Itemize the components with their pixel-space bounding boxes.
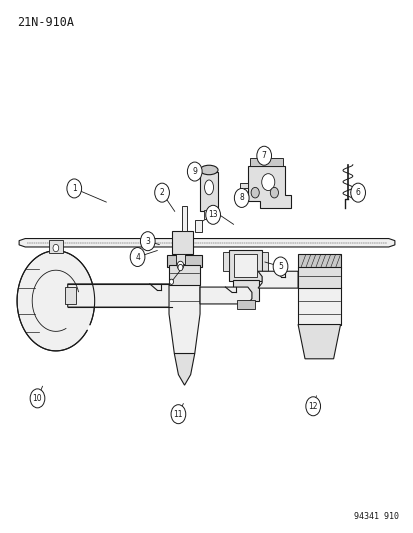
Circle shape <box>273 257 287 276</box>
Circle shape <box>256 146 271 165</box>
FancyBboxPatch shape <box>48 240 63 253</box>
Text: 4: 4 <box>135 253 140 262</box>
Circle shape <box>205 205 220 224</box>
Polygon shape <box>247 166 290 208</box>
Text: 94341 910: 94341 910 <box>353 512 398 521</box>
Polygon shape <box>239 183 247 193</box>
FancyBboxPatch shape <box>249 158 282 166</box>
Circle shape <box>234 189 249 207</box>
Polygon shape <box>174 353 194 385</box>
FancyBboxPatch shape <box>297 266 340 288</box>
FancyBboxPatch shape <box>172 231 192 254</box>
Text: 7: 7 <box>261 151 266 160</box>
Text: 12: 12 <box>308 402 317 411</box>
Circle shape <box>67 179 81 198</box>
Text: 8: 8 <box>239 193 244 203</box>
Text: 6: 6 <box>355 188 360 197</box>
Circle shape <box>270 188 278 198</box>
Circle shape <box>187 162 202 181</box>
Circle shape <box>140 232 155 251</box>
FancyBboxPatch shape <box>169 265 199 285</box>
Circle shape <box>53 244 59 252</box>
Polygon shape <box>169 285 199 353</box>
FancyBboxPatch shape <box>232 280 258 301</box>
Circle shape <box>178 264 183 271</box>
FancyBboxPatch shape <box>175 254 185 264</box>
Text: 21N-910A: 21N-910A <box>17 16 74 29</box>
FancyBboxPatch shape <box>65 287 76 304</box>
Circle shape <box>130 247 145 266</box>
FancyBboxPatch shape <box>229 249 261 281</box>
Polygon shape <box>19 239 394 247</box>
Circle shape <box>177 261 183 270</box>
Polygon shape <box>68 284 175 307</box>
Text: 1: 1 <box>72 184 76 193</box>
FancyBboxPatch shape <box>204 209 214 219</box>
Circle shape <box>154 183 169 202</box>
FancyBboxPatch shape <box>234 254 256 277</box>
Circle shape <box>169 279 173 285</box>
Circle shape <box>251 188 259 198</box>
FancyBboxPatch shape <box>261 252 268 271</box>
FancyBboxPatch shape <box>199 172 218 211</box>
Text: 5: 5 <box>278 262 282 271</box>
Text: 2: 2 <box>159 188 164 197</box>
Polygon shape <box>297 325 340 359</box>
FancyBboxPatch shape <box>194 220 202 232</box>
FancyBboxPatch shape <box>182 206 187 231</box>
Ellipse shape <box>204 180 213 195</box>
Polygon shape <box>257 271 297 288</box>
FancyBboxPatch shape <box>297 287 340 325</box>
Circle shape <box>261 174 274 191</box>
FancyBboxPatch shape <box>236 300 254 309</box>
Circle shape <box>350 183 365 202</box>
FancyBboxPatch shape <box>297 254 340 268</box>
Ellipse shape <box>199 165 218 175</box>
Text: 10: 10 <box>33 394 42 403</box>
Text: 13: 13 <box>208 211 217 219</box>
FancyBboxPatch shape <box>167 255 201 266</box>
Text: 11: 11 <box>173 410 183 419</box>
Circle shape <box>171 405 185 424</box>
Circle shape <box>30 389 45 408</box>
Polygon shape <box>17 251 95 351</box>
Circle shape <box>305 397 320 416</box>
Text: 9: 9 <box>192 167 197 176</box>
FancyBboxPatch shape <box>223 252 229 271</box>
Text: 3: 3 <box>145 237 150 246</box>
Polygon shape <box>199 287 252 304</box>
